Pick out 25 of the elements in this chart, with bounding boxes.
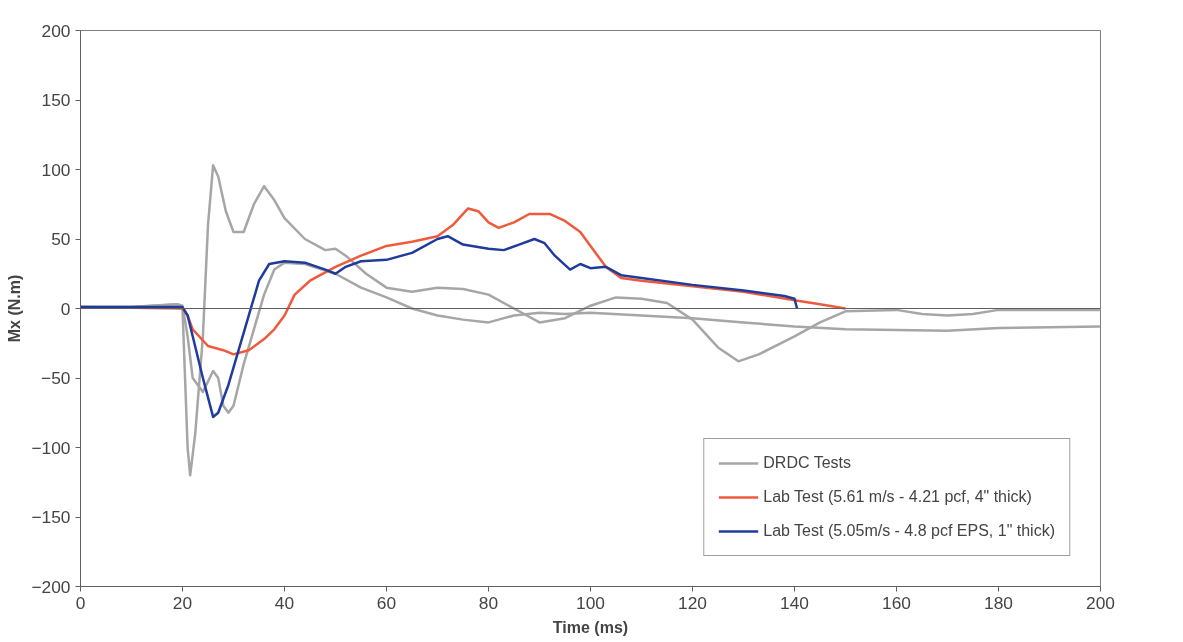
y-tick-label: 100	[41, 159, 71, 180]
x-tick-label: 120	[678, 592, 707, 613]
x-tick-label: 0	[75, 592, 86, 613]
y-tick-label: −150	[31, 507, 71, 527]
x-tick-label: 140	[780, 592, 809, 613]
legend-label: Lab Test (5.05m/s - 4.8 pcf EPS, 1" thick)	[763, 522, 1055, 540]
x-tick-label: 20	[172, 592, 193, 613]
x-tick-label: 40	[274, 592, 295, 613]
x-axis-title: Time (ms)	[552, 618, 629, 636]
y-tick-label: 0	[60, 298, 71, 319]
x-tick-label: 60	[376, 592, 397, 613]
y-tick-label: −200	[31, 576, 71, 597]
x-tick-label: 200	[1086, 592, 1115, 613]
y-tick-label: −50	[41, 368, 71, 388]
legend-label: Lab Test (5.61 m/s - 4.21 pcf, 4" thick)	[763, 488, 1032, 506]
x-tick-label: 180	[984, 592, 1013, 613]
legend-label: DRDC Tests	[763, 454, 851, 472]
x-tick-label: 160	[882, 592, 911, 613]
y-axis-title: Mx (N.m)	[6, 274, 24, 343]
y-tick-label: 150	[41, 90, 71, 110]
x-tick-label: 100	[576, 592, 605, 613]
y-tick-label: 50	[51, 229, 71, 249]
y-tick-label: −100	[31, 437, 71, 458]
y-tick-label: 200	[41, 20, 71, 41]
x-tick-label: 80	[478, 592, 499, 613]
